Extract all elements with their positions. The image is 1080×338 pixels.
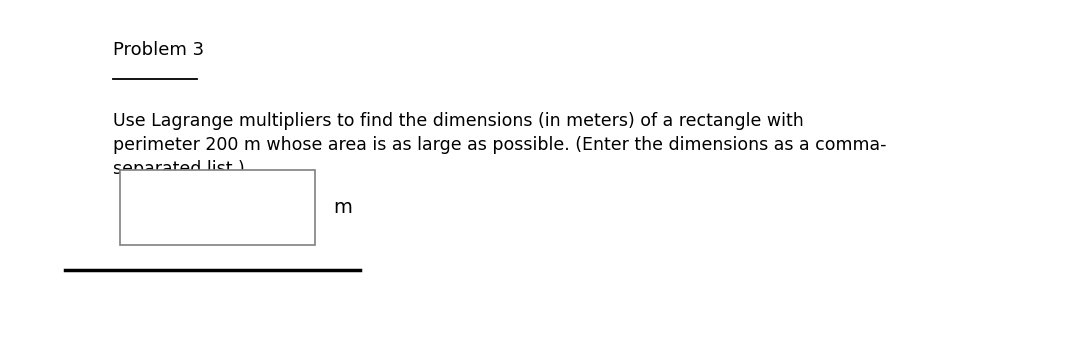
Text: Problem 3: Problem 3 (113, 41, 204, 58)
Text: Use Lagrange multipliers to find the dimensions (in meters) of a rectangle with
: Use Lagrange multipliers to find the dim… (113, 112, 887, 178)
Text: m: m (333, 198, 352, 217)
